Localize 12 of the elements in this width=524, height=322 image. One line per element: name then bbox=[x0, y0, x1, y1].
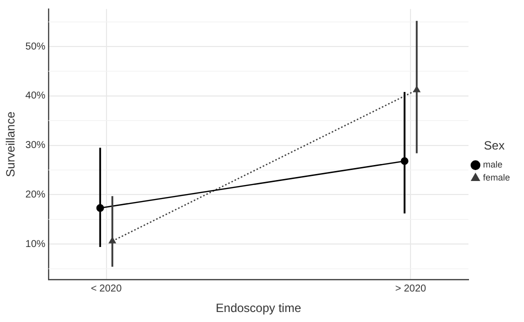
y-axis-title: Surveillance bbox=[4, 111, 18, 177]
x-axis-title: Endoscopy time bbox=[216, 301, 302, 316]
x-tick-label: > 2020 bbox=[395, 283, 427, 294]
legend-title: Sex bbox=[484, 138, 505, 153]
y-tick-label: 10% bbox=[25, 238, 46, 250]
y-tick-label: 20% bbox=[25, 189, 46, 200]
y-tick-label: 30% bbox=[25, 140, 46, 152]
legend-label: female bbox=[482, 172, 510, 183]
legend-label: male bbox=[482, 160, 502, 170]
x-tick-label: < 2020 bbox=[90, 283, 122, 294]
y-tick-label: 50% bbox=[25, 41, 46, 52]
y-tick-label: 40% bbox=[25, 90, 46, 102]
